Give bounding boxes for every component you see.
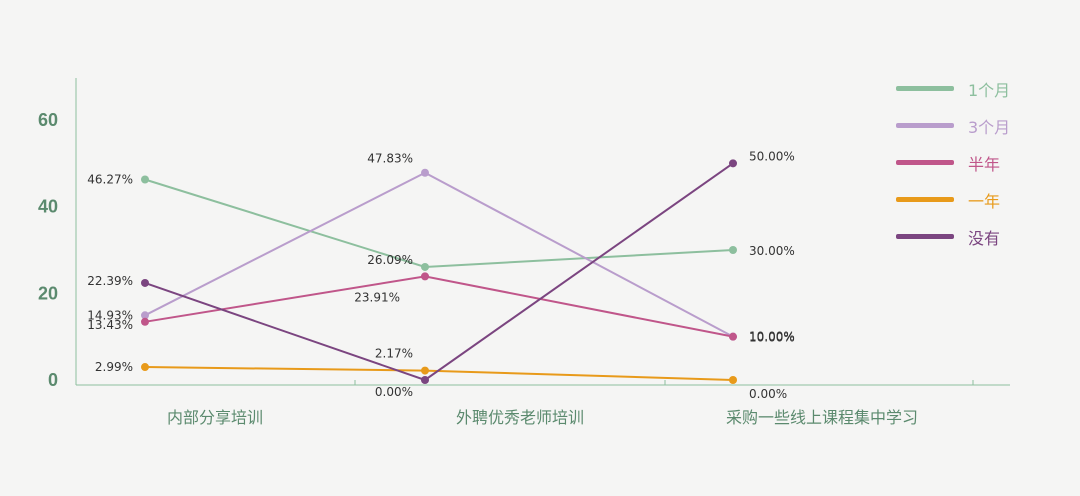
legend-item: 3个月	[896, 107, 1010, 144]
legend-label: 没有	[968, 228, 1001, 248]
legend-swatch	[896, 123, 954, 128]
legend-item: 一年	[896, 181, 1010, 218]
data-point	[729, 376, 737, 384]
legend: 1个月 3个月半年一年没有	[896, 70, 1010, 255]
data-label: 13.43%	[87, 318, 133, 332]
x-tick-label: 采购一些线上课程集中学习	[726, 408, 918, 427]
data-label: 10.00%	[749, 331, 795, 345]
data-point	[141, 317, 149, 326]
data-label: 0.00%	[749, 387, 787, 401]
data-label: 10.00%	[749, 330, 795, 344]
data-point	[729, 246, 737, 254]
y-tick-label: 60	[38, 110, 58, 130]
legend-label: 一年	[968, 191, 1001, 211]
legend-item: 半年	[896, 144, 1010, 181]
data-label: 50.00%	[749, 149, 795, 163]
legend-swatch	[896, 234, 954, 239]
legend-item: 没有	[896, 218, 1010, 255]
data-label: 30.00%	[749, 244, 795, 258]
y-tick-label: 40	[38, 197, 58, 217]
data-label: 14.93%	[87, 308, 133, 322]
data-point	[421, 262, 429, 271]
data-point	[141, 278, 149, 287]
data-point	[421, 376, 429, 384]
data-point	[421, 168, 429, 177]
legend-swatch	[896, 160, 954, 165]
legend-label: 半年	[968, 154, 1001, 174]
axes: 0 20 40 60 内部分享培训 外聘优秀老师培训 采购一些线上课程集中学习	[38, 78, 1010, 427]
legend-swatch	[896, 86, 954, 91]
data-label: 0.00%	[375, 385, 413, 399]
y-tick-label: 0	[48, 370, 58, 390]
legend-label: 1个月	[968, 80, 1011, 100]
data-point	[421, 366, 429, 375]
data-labels: 46.27% 26.09% 30.00% 14.93% 47.83% 10.00% 13.4…	[87, 149, 795, 401]
data-label: 22.39%	[87, 274, 133, 288]
legend-swatch	[896, 197, 954, 202]
x-tick-label: 外聘优秀老师培训	[456, 408, 584, 427]
data-label: 2.17%	[375, 347, 413, 361]
data-label: 46.27%	[87, 172, 133, 186]
data-point	[141, 175, 149, 184]
series-line	[144, 178, 734, 268]
y-tick-label: 20	[38, 283, 58, 303]
data-label: 2.99%	[95, 360, 133, 374]
data-label: 47.83%	[367, 152, 413, 166]
data-points	[141, 159, 737, 384]
data-point	[141, 311, 149, 320]
data-point	[729, 159, 737, 168]
data-point	[729, 332, 737, 341]
legend-label: 3个月	[968, 117, 1011, 137]
legend-item: 1个月	[896, 70, 1010, 107]
data-label: 23.91%	[354, 290, 400, 304]
data-point	[421, 272, 429, 281]
series-line	[144, 275, 734, 338]
series-line	[144, 162, 734, 382]
data-label: 26.09%	[367, 253, 413, 267]
x-tick-label: 内部分享培训	[167, 408, 263, 427]
series-lines	[144, 162, 734, 382]
data-point	[141, 363, 149, 372]
